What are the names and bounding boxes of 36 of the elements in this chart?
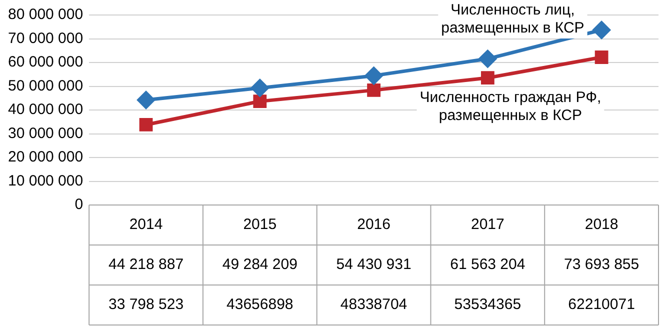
point	[251, 79, 269, 97]
point	[139, 118, 153, 132]
series-label: Численность граждан РФ, размещенных в КСР	[420, 88, 602, 124]
y-tick-label: 70 000 000	[8, 30, 84, 47]
data-label: 49 284 209	[222, 256, 298, 274]
y-tick-label: 80 000 000	[8, 6, 84, 24]
point	[480, 71, 494, 85]
y-tick-label: 60 000 000	[8, 54, 84, 71]
data-label: 54 430 931	[336, 256, 412, 274]
y-tick-label: 0	[74, 196, 84, 214]
x-tick-label: 2017	[470, 216, 504, 234]
data-label: 43656898	[226, 296, 294, 314]
data-label: 48338704	[340, 296, 408, 314]
y-tick-label: 20 000 000	[8, 148, 84, 166]
point	[365, 66, 383, 84]
point	[478, 50, 496, 68]
data-label: 73 693 855	[564, 256, 640, 274]
x-tick-label: 2016	[357, 216, 390, 234]
y-tick-label: 10 000 000	[8, 172, 84, 190]
y-tick-label: 40 000 000	[8, 101, 84, 118]
point	[592, 21, 610, 39]
point	[253, 94, 267, 108]
y-tick-label: 30 000 000	[8, 124, 84, 142]
data-label: 62210071	[568, 296, 635, 314]
data-label: 44 218 887	[108, 256, 184, 274]
y-tick-label: 50 000 000	[8, 77, 84, 94]
x-tick-label: 2014	[129, 216, 163, 234]
data-label: 53534365	[454, 296, 522, 314]
data-label: 61 563 204	[450, 256, 526, 274]
x-tick-label: 2018	[584, 216, 618, 234]
point	[367, 83, 380, 97]
point	[594, 50, 608, 64]
point	[137, 91, 155, 109]
data-label: 33 798 523	[108, 296, 184, 314]
x-tick-label: 2015	[243, 216, 277, 234]
series-label: Численность лиц, размещенных в КСР	[441, 2, 584, 37]
